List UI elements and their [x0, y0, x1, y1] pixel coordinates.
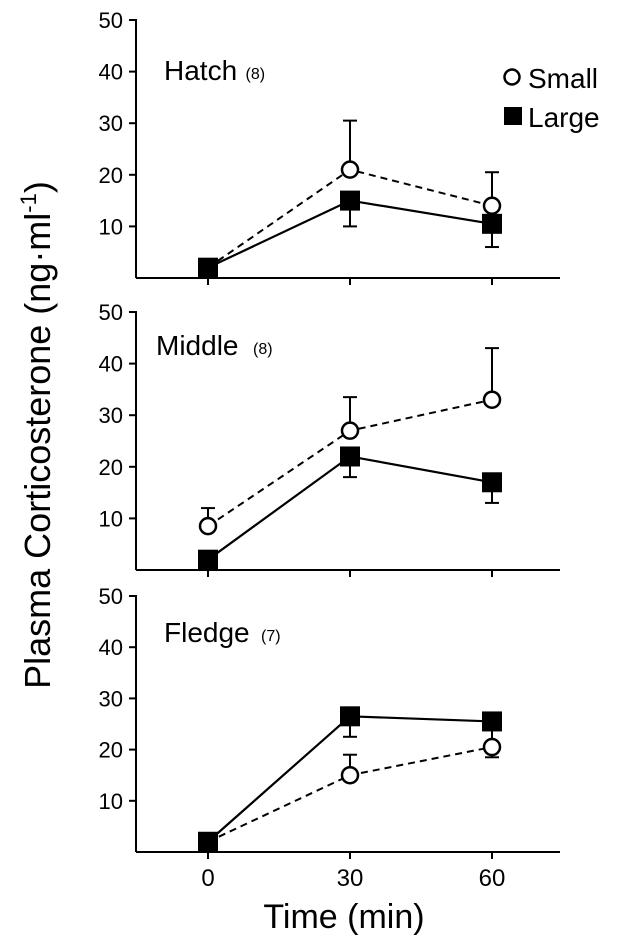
x-tick-label: 60	[479, 865, 506, 892]
legend-large-label: Large	[528, 102, 600, 133]
panel-middle-y-tick-label: 20	[99, 455, 123, 480]
panel-hatch-y-tick-label: 50	[99, 8, 123, 33]
panels-group: 10 20 30 40 50 Hatch (8) 10 20 30 40 50 Middle (8) 10 2…	[99, 8, 560, 892]
panel-middle-y-tick-label: 50	[99, 300, 123, 325]
x-tick-label: 0	[201, 865, 214, 892]
panel-fledge-y-tick-label: 50	[99, 584, 123, 609]
panel-hatch-y-tick-label: 10	[99, 214, 123, 239]
panel-hatch-title: Hatch	[164, 55, 237, 86]
panel-middle-y-tick-label: 30	[99, 403, 123, 428]
x-tick-label: 30	[337, 865, 364, 892]
panel-fledge-n: (7)	[261, 628, 281, 645]
panel-middle-large-point	[198, 549, 218, 570]
panel-fledge: 10 20 30 40 50 0 30 60 Fledge (7)	[99, 584, 560, 892]
legend-large-marker	[504, 107, 522, 125]
panel-middle-large-point	[482, 472, 502, 493]
x-axis-label: Time (min)	[263, 898, 424, 936]
panel-fledge-large-point	[482, 711, 502, 732]
panel-middle-y-tick-label: 40	[99, 352, 123, 377]
legend-small-marker	[503, 68, 521, 86]
panel-fledge-title: Fledge	[164, 617, 250, 648]
panel-hatch-small-point	[482, 196, 502, 216]
panel-fledge-y-tick-label: 10	[99, 789, 123, 814]
panel-middle-small-point	[482, 390, 502, 409]
panel-hatch-n: (8)	[246, 66, 266, 83]
legend-small-label: Small	[528, 63, 598, 94]
y-axis-label-close: )	[17, 181, 58, 193]
panel-fledge-y-tick-label: 30	[99, 686, 123, 711]
panel-hatch-y-tick-label: 20	[99, 163, 123, 188]
panel-hatch: 10 20 30 40 50 Hatch (8)	[99, 8, 560, 285]
y-axis-label-main: Plasma Corticosterone (ng·ml	[17, 213, 58, 689]
panel-fledge-small-point	[482, 737, 502, 757]
legend: Small Large	[503, 63, 600, 133]
panel-fledge-large-point	[340, 706, 360, 727]
panel-middle-title: Middle	[156, 330, 238, 361]
panel-middle-small-point	[198, 516, 218, 536]
panel-hatch-y-tick-label: 30	[99, 111, 123, 136]
panel-hatch-y-tick-label: 40	[99, 60, 123, 85]
panel-hatch-large-point	[340, 190, 360, 211]
panel-fledge-y-tick-label: 20	[99, 738, 123, 763]
panel-hatch-large-point	[198, 257, 218, 278]
panel-middle-small-point	[340, 421, 360, 440]
panel-middle-n: (8)	[253, 341, 273, 358]
panel-fledge-small-point	[340, 765, 360, 785]
y-axis-label: Plasma Corticosterone (ng·ml-1)	[16, 181, 58, 689]
panel-hatch-large-point	[482, 213, 502, 234]
panel-middle-large-point	[340, 446, 360, 467]
panel-hatch-small-point	[340, 160, 360, 179]
panel-middle-y-tick-label: 10	[99, 506, 123, 531]
y-axis-label-superscript: -1	[16, 193, 41, 213]
panel-fledge-large-point	[198, 831, 218, 852]
panel-fledge-y-tick-label: 40	[99, 635, 123, 660]
panel-middle: 10 20 30 40 50 Middle (8)	[99, 300, 560, 577]
